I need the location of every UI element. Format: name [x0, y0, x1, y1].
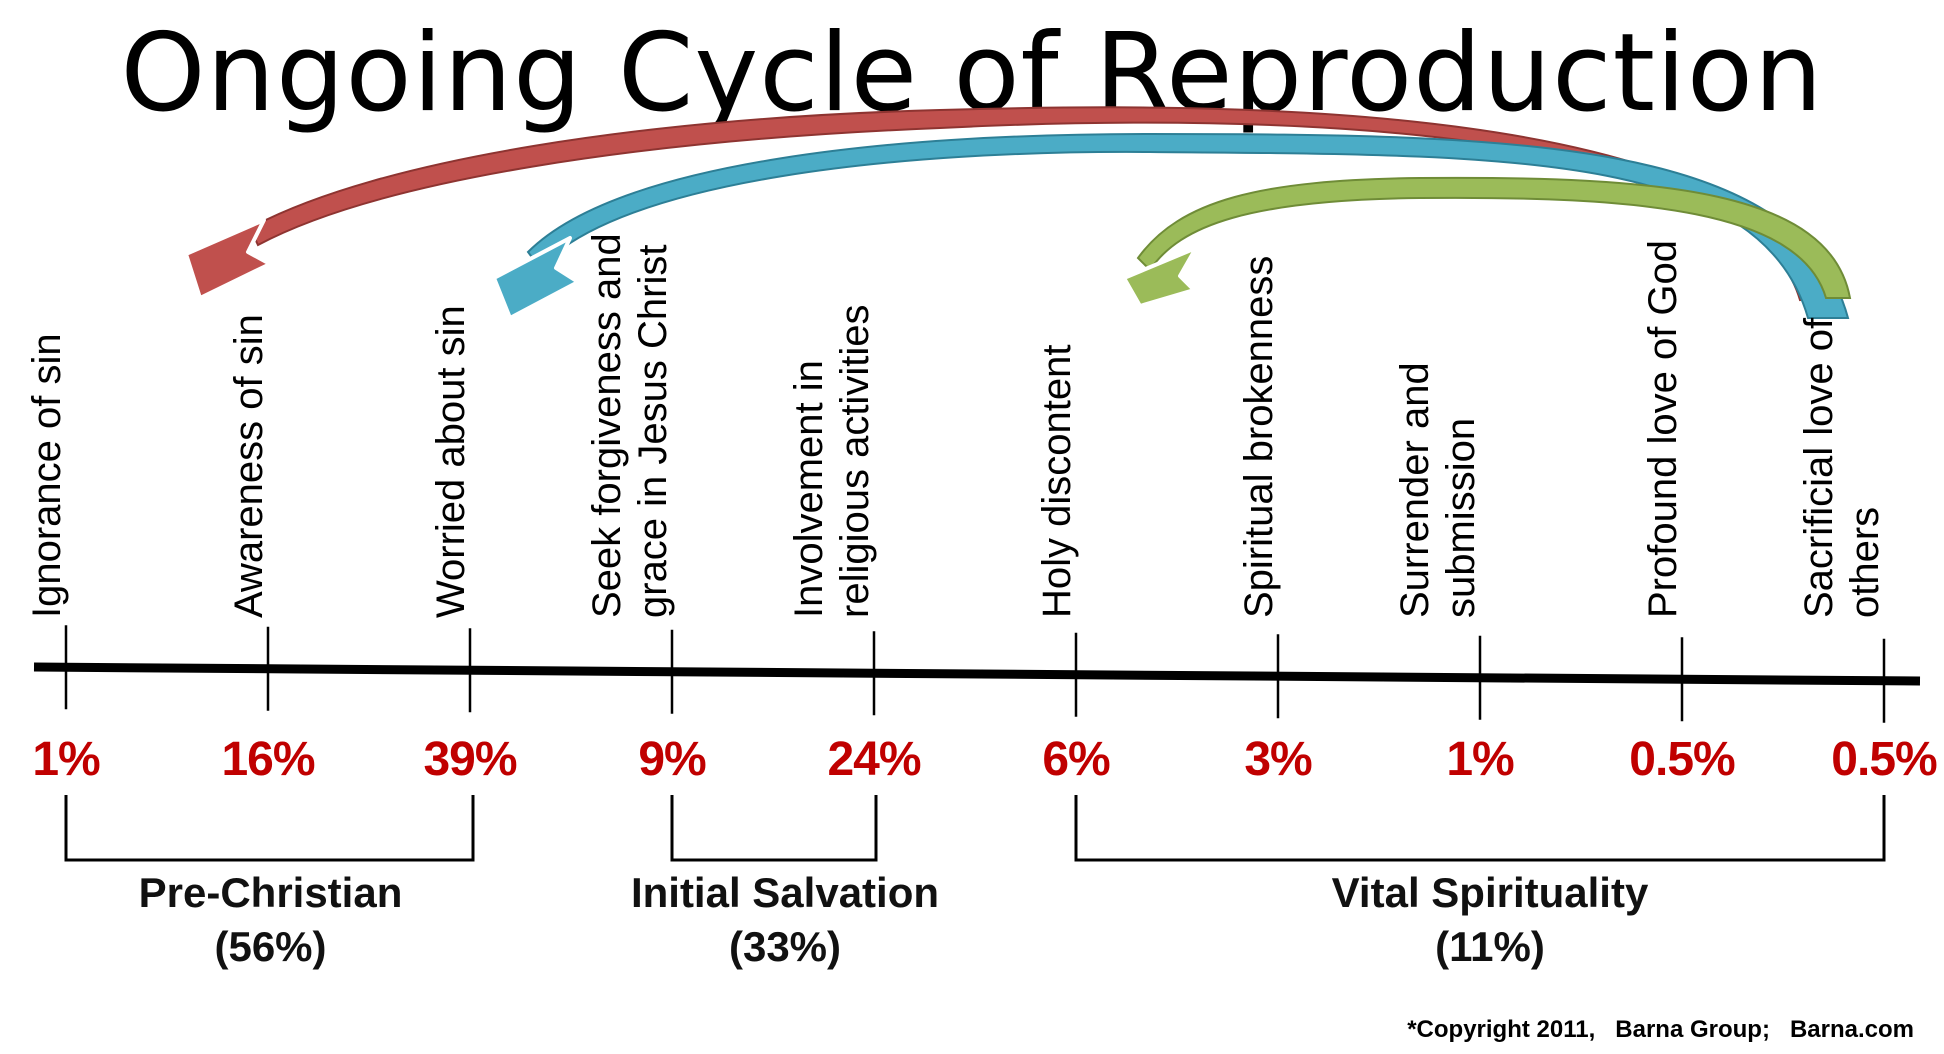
stage-label-line: Worried about sin — [429, 305, 473, 618]
stage-label-line: Holy discontent — [1035, 344, 1079, 618]
group-name: Initial Salvation — [630, 869, 940, 916]
group-brackets — [64, 795, 1886, 862]
stage-label-line: others — [1843, 506, 1887, 618]
stage-percent: 6% — [1042, 733, 1110, 786]
stage-label-line: Ignorance of sin — [25, 333, 69, 618]
stage-label-line: Surrender and — [1393, 362, 1437, 618]
group-share: (11%) — [1435, 923, 1545, 970]
group-bracket — [64, 795, 475, 862]
group-name: Pre-Christian — [138, 869, 403, 916]
stage-label-line: Spiritual brokenness — [1237, 255, 1281, 618]
stage-label-line: Seek forgiveness and — [585, 233, 629, 618]
stage-label-line: religious activities — [833, 304, 877, 618]
stage-percent: 39% — [423, 733, 517, 786]
stage-label-line: submission — [1439, 417, 1483, 618]
group-share: (56%) — [214, 923, 327, 970]
group-bracket — [1074, 795, 1886, 862]
timeline-ticks — [64, 625, 1886, 723]
group-share: (33%) — [728, 923, 842, 970]
arrow-body — [1136, 176, 1852, 299]
stage-label-line: Involvement in — [787, 360, 831, 618]
arrow-head — [1122, 246, 1198, 308]
cycle-arrow — [184, 106, 1824, 302]
arrow-head — [492, 236, 580, 320]
stage-percent: 24% — [827, 733, 921, 786]
group-vital-spirituality: Vital Spirituality (11%) — [1310, 866, 1670, 974]
copyright-notice: *Copyright 2011, Barna Group; Barna.com — [1407, 1016, 1914, 1043]
stage-label-line: Sacrificial love of — [1797, 317, 1841, 618]
group-pre-christian: Pre-Christian (56%) — [108, 866, 433, 974]
stage-percent: 1% — [1446, 733, 1514, 786]
group-name: Vital Spirituality — [1331, 869, 1649, 916]
arrow-head — [184, 218, 272, 300]
group-initial-salvation: Initial Salvation (33%) — [620, 866, 950, 974]
stage-label-line: Awareness of sin — [227, 314, 271, 618]
stage-percent: 16% — [221, 733, 315, 786]
stage-percent: 9% — [638, 733, 706, 786]
cycle-arrow — [492, 132, 1850, 320]
cycle-arrows — [184, 106, 1852, 320]
timeline-axis — [33, 662, 1921, 686]
stage-label-line: grace in Jesus Christ — [631, 244, 675, 618]
stage-percent: 0.5% — [1831, 733, 1937, 786]
stage-percent: 3% — [1244, 733, 1312, 786]
stage-percent: 0.5% — [1629, 733, 1735, 786]
group-bracket — [670, 795, 878, 862]
stage-percent: 1% — [32, 733, 100, 786]
arrow-body — [526, 132, 1850, 319]
stage-label-line: Profound love of God — [1641, 239, 1685, 618]
cycle-arrow — [1122, 176, 1852, 308]
